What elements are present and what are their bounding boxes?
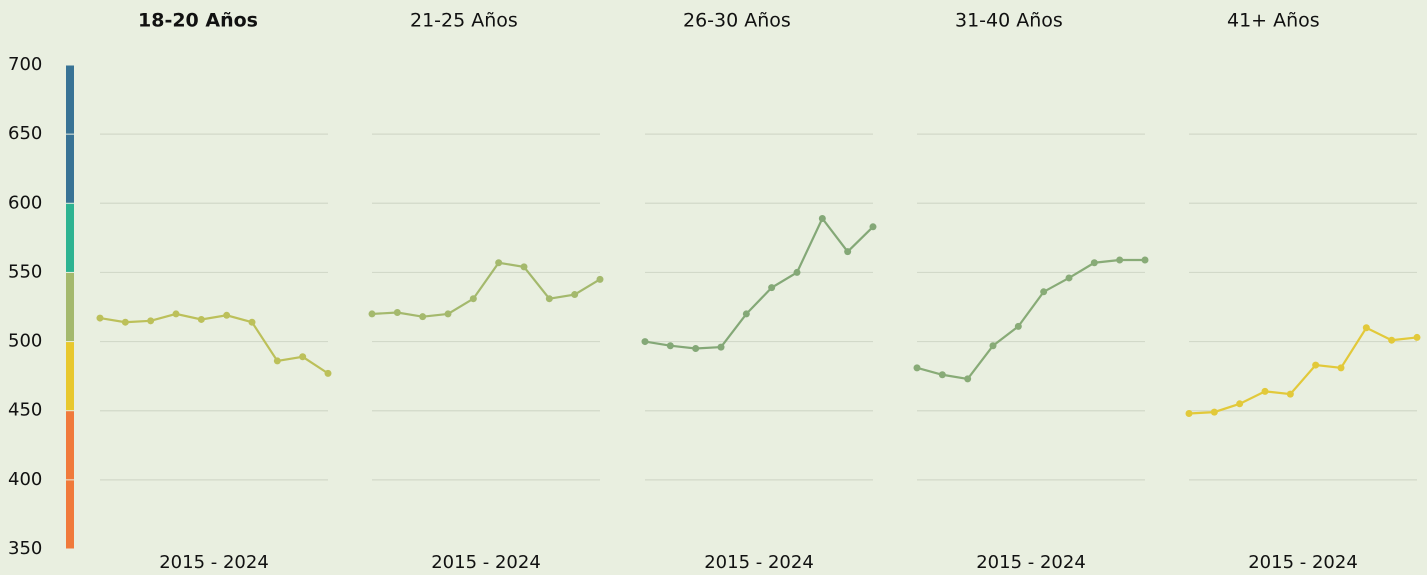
- x-axis-label: 2015 - 2024: [431, 552, 541, 573]
- point: [571, 291, 579, 299]
- point: [1116, 256, 1124, 264]
- point: [368, 310, 376, 318]
- point: [147, 317, 155, 325]
- color-band: [66, 272, 74, 342]
- line: [99, 312, 329, 375]
- point: [742, 310, 750, 318]
- panel-title: 26-30 Años: [683, 10, 791, 32]
- point: [717, 343, 725, 351]
- point: [964, 375, 972, 383]
- point: [913, 364, 921, 372]
- point: [844, 248, 852, 256]
- x-axis-label: 2015 - 2024: [159, 552, 269, 573]
- y-tick-label: 500: [8, 331, 42, 352]
- point: [596, 275, 604, 283]
- point: [692, 344, 700, 352]
- point: [96, 314, 104, 322]
- point: [248, 318, 256, 326]
- panel-title: 31-40 Años: [955, 10, 1063, 32]
- point: [324, 369, 332, 377]
- color-band: [66, 203, 74, 272]
- point: [1065, 274, 1073, 282]
- point: [223, 311, 231, 319]
- point: [641, 338, 649, 346]
- point: [545, 295, 553, 303]
- color-band: [66, 65, 74, 134]
- point: [1236, 400, 1244, 408]
- point: [172, 310, 180, 318]
- color-band: [66, 480, 74, 549]
- point: [1261, 387, 1269, 395]
- point: [1337, 364, 1345, 372]
- y-tick-label: 550: [8, 261, 42, 282]
- point: [393, 309, 401, 317]
- point: [419, 313, 427, 321]
- point: [299, 353, 307, 361]
- color-band: [66, 134, 74, 203]
- point: [1210, 408, 1218, 416]
- point: [1090, 259, 1098, 267]
- point: [495, 259, 503, 267]
- x-axis-label: 2015 - 2024: [976, 552, 1086, 573]
- point: [444, 310, 452, 318]
- color-band: [66, 342, 74, 411]
- point: [197, 315, 205, 323]
- line: [1188, 326, 1418, 415]
- y-tick-label: 600: [8, 192, 42, 213]
- point: [989, 342, 997, 350]
- x-axis-label: 2015 - 2024: [704, 552, 814, 573]
- point: [1413, 333, 1421, 341]
- line: [371, 261, 601, 318]
- x-axis-label: 2015 - 2024: [1248, 552, 1358, 573]
- point: [1185, 409, 1193, 417]
- line: [916, 258, 1145, 381]
- line: [644, 216, 874, 350]
- y-tick-label: 650: [8, 123, 42, 144]
- point: [469, 295, 477, 303]
- color-band: [66, 411, 74, 480]
- y-tick-label: 400: [8, 469, 42, 490]
- panel-title: 41+ Años: [1227, 10, 1320, 32]
- point: [869, 223, 877, 231]
- point: [273, 357, 281, 365]
- point: [818, 214, 826, 222]
- point: [1040, 288, 1048, 296]
- point: [793, 268, 801, 276]
- y-tick-label: 350: [8, 538, 42, 559]
- panel-title: 21-25 Años: [410, 10, 518, 32]
- point: [1362, 324, 1370, 332]
- point: [1312, 361, 1320, 369]
- point: [520, 263, 528, 271]
- point: [1286, 390, 1294, 398]
- y-tick-label: 700: [8, 54, 42, 75]
- point: [1141, 256, 1149, 264]
- y-tick-label: 450: [8, 400, 42, 421]
- point: [121, 318, 129, 326]
- panel-title: 18-20 Años: [138, 10, 258, 32]
- point: [1388, 336, 1396, 344]
- point: [938, 371, 946, 379]
- point: [1014, 322, 1022, 330]
- point: [666, 342, 674, 350]
- point: [768, 284, 776, 292]
